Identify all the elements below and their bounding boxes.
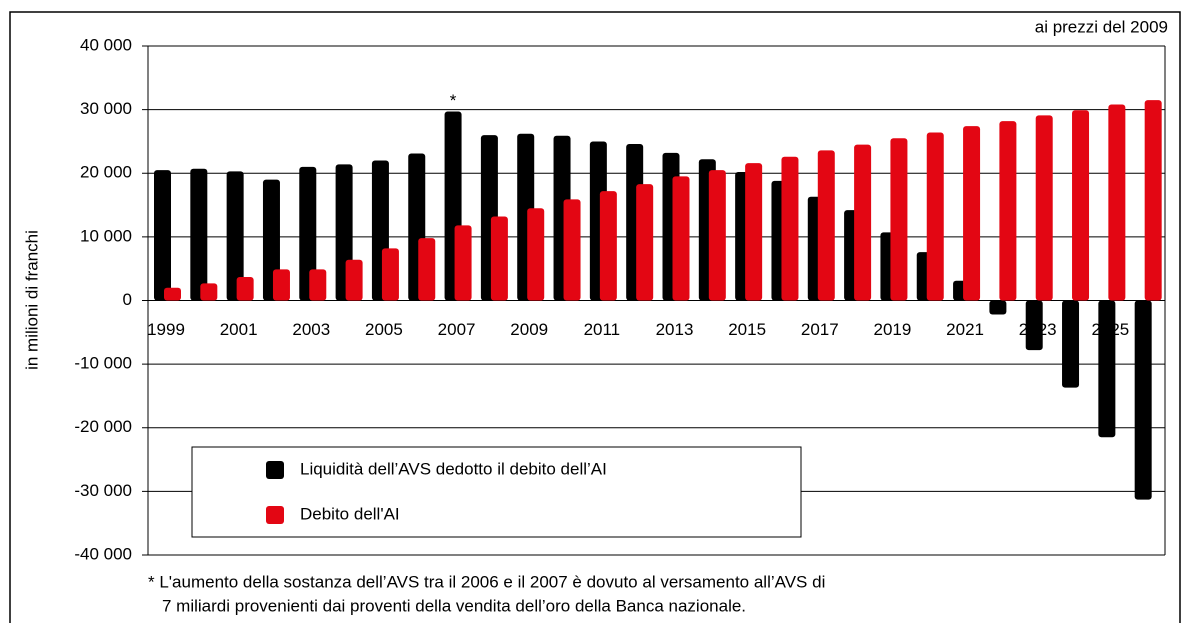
x-tick-label: 2025 [1091, 320, 1129, 339]
bar [1098, 300, 1116, 438]
bar [963, 126, 981, 301]
x-tick-label: 2007 [438, 320, 476, 339]
x-tick-label: 2019 [874, 320, 912, 339]
footnote: 7 miliardi provenienti dai proventi dell… [162, 596, 746, 615]
y-tick-label: 0 [123, 290, 132, 309]
legend-box [191, 446, 802, 538]
bar [272, 269, 290, 301]
y-tick-label: -40 000 [74, 544, 132, 563]
x-tick-label: 2021 [946, 320, 984, 339]
bar [1025, 300, 1043, 351]
subtitle: ai prezzi del 2009 [1035, 17, 1168, 36]
y-tick-label: 10 000 [80, 226, 132, 245]
x-tick-label: 2017 [801, 320, 839, 339]
bar [490, 216, 508, 301]
bar [381, 248, 399, 301]
legend-swatch [266, 461, 284, 479]
x-tick-label: 1999 [147, 320, 185, 339]
bar [989, 300, 1007, 315]
x-tick-label: 2003 [292, 320, 330, 339]
y-tick-label: 40 000 [80, 35, 132, 54]
bar [708, 170, 726, 301]
x-tick-label: 2001 [220, 320, 258, 339]
bar [418, 238, 436, 301]
y-tick-label: -20 000 [74, 417, 132, 436]
footnote: * L'aumento della sostanza dell’AVS tra … [148, 572, 825, 591]
y-axis-label: in milioni di franchi [22, 230, 41, 370]
x-tick-label: 2015 [728, 320, 766, 339]
x-tick-label: 2005 [365, 320, 403, 339]
bar [999, 121, 1017, 301]
bar [154, 170, 171, 301]
x-tick-label: 2011 [584, 320, 621, 339]
bar [309, 269, 327, 301]
x-tick-label: 2013 [656, 320, 694, 339]
legend-swatch [266, 506, 284, 524]
bar [636, 184, 654, 301]
bar [236, 276, 254, 301]
bar [190, 168, 208, 301]
legend-label: Debito dell'AI [300, 504, 400, 523]
bar [1144, 100, 1162, 301]
bar [781, 156, 799, 301]
bar [164, 287, 181, 301]
bar [563, 199, 581, 301]
bar [926, 132, 944, 301]
x-tick-label: 2023 [1019, 320, 1057, 339]
bar [226, 171, 244, 301]
y-tick-label: 20 000 [80, 163, 132, 182]
bar [854, 144, 872, 301]
bar [454, 225, 472, 301]
bar [1108, 104, 1126, 301]
bar [527, 208, 545, 301]
bar [200, 283, 218, 301]
bar [672, 176, 690, 301]
bar [745, 163, 763, 301]
y-tick-label: -10 000 [74, 354, 132, 373]
x-tick-label: 2009 [510, 320, 548, 339]
annotation: * [450, 91, 457, 110]
bar [1134, 300, 1152, 500]
frame [9, 11, 1181, 623]
bar [817, 150, 835, 301]
bar [299, 166, 317, 301]
legend-label: Liquidità dell’AVS dedotto il debito del… [300, 459, 607, 478]
bar [345, 259, 363, 301]
bar [1035, 115, 1053, 301]
bar [890, 138, 908, 301]
y-tick-label: 30 000 [80, 99, 132, 118]
bar [1072, 110, 1090, 301]
y-tick-label: -30 000 [74, 481, 132, 500]
bar [599, 191, 617, 301]
bar [1062, 300, 1080, 388]
